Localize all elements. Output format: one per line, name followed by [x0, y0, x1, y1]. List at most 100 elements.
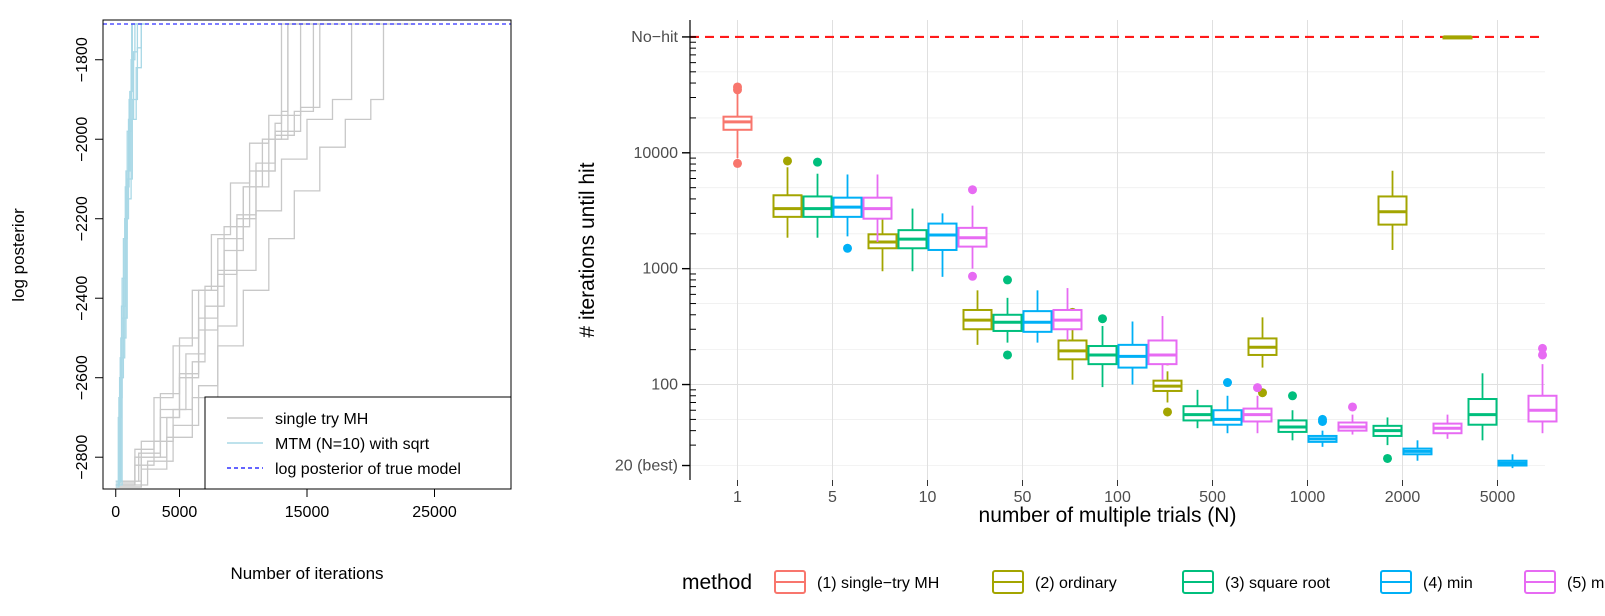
right-chart: 10000 1000 100 20 (best) No−hit 1 5 10 50 100 500 1…	[576, 20, 1605, 594]
box-3-2000	[1402, 440, 1433, 461]
box-2-1000	[1277, 391, 1308, 441]
box-1-2000	[1377, 170, 1408, 250]
box-4-50	[1052, 288, 1083, 341]
outlier-point	[1253, 383, 1262, 393]
legend-title: method	[682, 571, 752, 594]
legend-key-2	[1182, 570, 1214, 594]
y-tick-label-nohit: No−hit	[631, 29, 678, 46]
y-tick-label: 20 (best)	[615, 458, 678, 475]
outlier-point	[733, 82, 742, 92]
box-2-50	[992, 275, 1023, 360]
legend-label: (2) ordinary	[1035, 575, 1117, 592]
box-body	[802, 195, 833, 218]
trace-line-7	[115, 23, 320, 482]
outlier-point	[733, 158, 742, 168]
box-2-5	[802, 157, 833, 238]
box-body	[1147, 339, 1178, 366]
box-4-100	[1147, 316, 1178, 380]
box-3-100	[1117, 321, 1148, 385]
box-body	[1212, 409, 1243, 426]
legend-label: (4) min	[1423, 575, 1473, 592]
box-4-5	[862, 174, 893, 242]
y-tick-label: 10000	[634, 145, 679, 162]
box-body	[1527, 394, 1558, 423]
box-1-1000	[1247, 317, 1278, 398]
box-2-10	[897, 208, 928, 272]
x-tick-label: 5	[828, 489, 837, 506]
box-2-2000	[1372, 417, 1403, 463]
y-tick-label: −2000	[74, 117, 91, 162]
x-axis-label: Number of iterations	[230, 564, 383, 583]
box-1-50	[962, 290, 993, 345]
outlier-point	[1223, 378, 1232, 388]
y-tick-label: −2200	[74, 196, 91, 241]
x-tick-label: 5000	[162, 504, 198, 521]
box-3-5000	[1497, 454, 1528, 469]
x-tick-label: 1000	[1290, 489, 1326, 506]
box-4-1000	[1337, 402, 1368, 435]
x-tick-label: 500	[1199, 489, 1226, 506]
x-tick-label: 100	[1104, 489, 1131, 506]
legend-label: (1) single−try MH	[817, 575, 939, 592]
box-2-100	[1087, 314, 1118, 388]
outlier-point	[1098, 314, 1107, 324]
y-axis-label: # iterations until hit	[576, 162, 599, 337]
left-chart: 0 5000 15000 25000 −2800 −2600 −2400 −2200 −2000…	[9, 19, 512, 583]
box-2-500	[1182, 389, 1213, 429]
outlier-point	[783, 156, 792, 166]
outlier-point	[1538, 350, 1547, 360]
legend-key-0	[774, 570, 806, 594]
trace-line-5	[115, 23, 416, 488]
box-1-500	[1152, 356, 1183, 417]
x-tick-label: 0	[111, 504, 120, 521]
outlier-point	[1348, 402, 1357, 412]
legend-label: (5) max	[1567, 575, 1605, 592]
outlier-point	[1288, 391, 1297, 401]
box-4-2000	[1432, 414, 1463, 439]
box-3-500	[1212, 378, 1243, 434]
outlier-point	[1383, 453, 1392, 463]
box-0-1	[722, 82, 753, 168]
y-tick-label: −2800	[74, 435, 91, 480]
box-2-5000	[1467, 373, 1498, 441]
x-tick-label: 1	[733, 489, 742, 506]
legend-key-1	[992, 570, 1024, 594]
legend-label: MTM (N=10) with sqrt	[275, 436, 430, 453]
x-tick-label: 25000	[412, 504, 457, 521]
box-4-10	[957, 185, 988, 281]
trace-line-3	[115, 23, 384, 486]
trace-line-11	[115, 23, 143, 484]
x-tick-label: 15000	[285, 504, 330, 521]
x-tick-label: 10	[919, 489, 937, 506]
box-1-5000	[1442, 35, 1473, 40]
y-tick-label: −2400	[74, 276, 91, 321]
outlier-point	[813, 157, 822, 167]
box-3-10	[927, 213, 958, 277]
outlier-point	[968, 271, 977, 281]
y-tick-label: −1800	[74, 37, 91, 82]
y-axis-label: log posterior	[9, 208, 28, 302]
box-body	[1467, 398, 1498, 426]
legend-label: single try MH	[275, 411, 368, 428]
y-tick-label: −2600	[74, 355, 91, 400]
outlier-point	[1318, 414, 1327, 424]
x-tick-label: 50	[1014, 489, 1032, 506]
outlier-point	[1003, 275, 1012, 285]
box-body	[772, 194, 803, 218]
legend-label: log posterior of true model	[275, 461, 461, 478]
box-3-5	[832, 174, 863, 253]
trace-line-13	[115, 23, 138, 486]
box-4-5000	[1527, 343, 1558, 434]
y-tick-label: 1000	[642, 261, 678, 278]
legend-key-4	[1524, 570, 1556, 594]
x-tick-label: 5000	[1480, 489, 1516, 506]
x-tick-label: 2000	[1385, 489, 1421, 506]
outlier-point	[968, 185, 977, 195]
box-3-50	[1022, 290, 1053, 343]
legend-key-3	[1380, 570, 1412, 594]
outlier-point	[1163, 407, 1172, 417]
box-4-500	[1242, 383, 1273, 434]
legend-label: (3) square root	[1225, 575, 1330, 592]
box-3-1000	[1307, 414, 1338, 447]
y-tick-label: 100	[651, 377, 678, 394]
